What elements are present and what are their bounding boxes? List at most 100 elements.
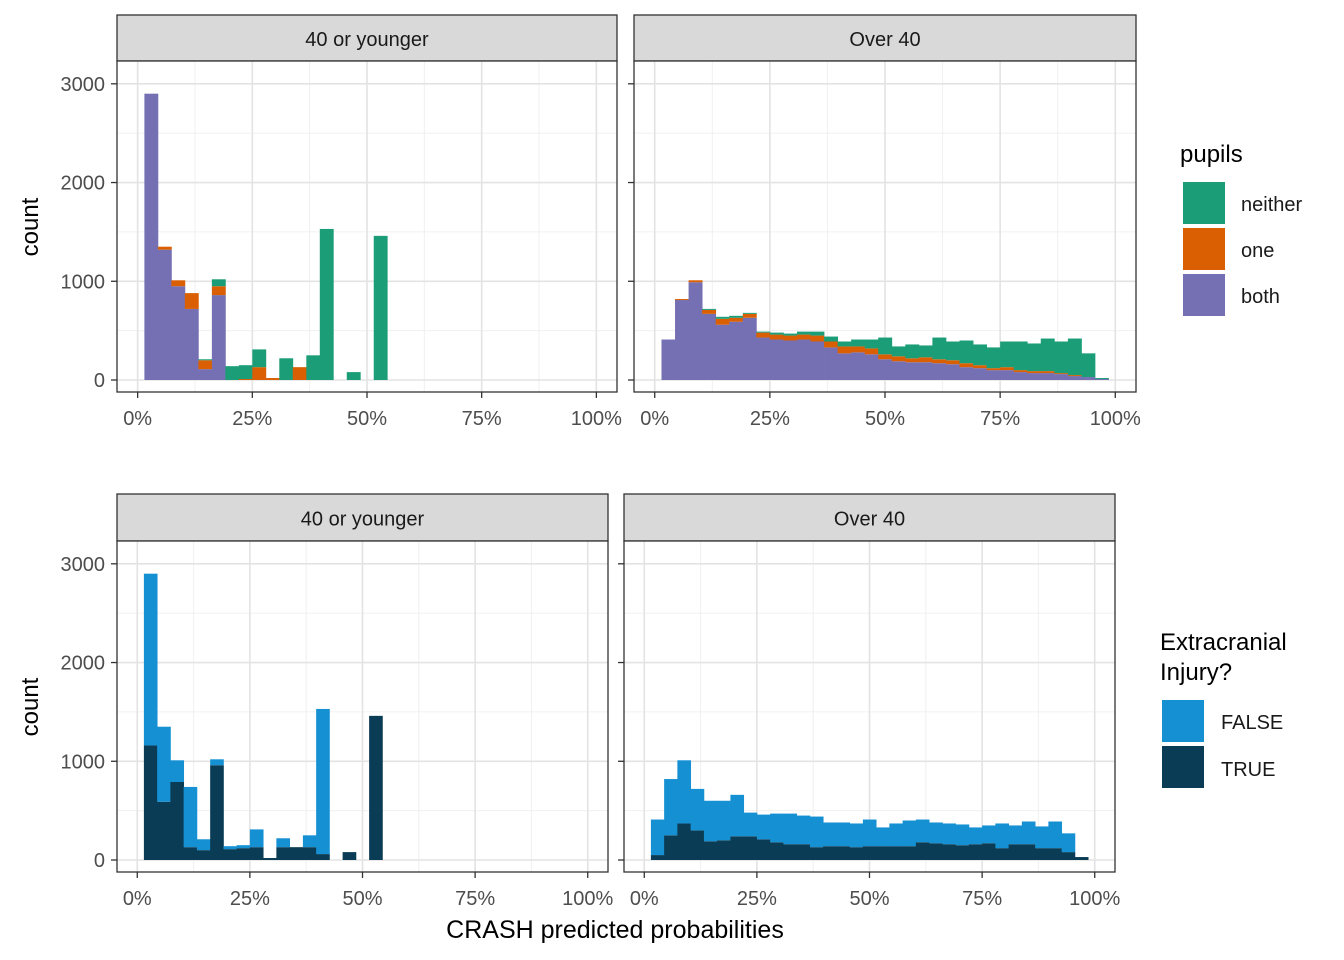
bar-false: [770, 813, 784, 843]
bar-true: [664, 835, 678, 860]
x-tick-label: 0%: [123, 888, 152, 910]
x-tick-label: 100%: [562, 888, 613, 910]
bar-neither: [1000, 341, 1015, 368]
bar-true: [143, 745, 158, 860]
bar-true: [982, 843, 996, 860]
x-tick-label: 75%: [962, 888, 1002, 910]
bar-neither: [796, 331, 811, 335]
panel-over40: Over 40 0% 25% 50% 75% 100%: [618, 493, 1121, 910]
bar-true: [783, 844, 798, 860]
bar-true: [170, 782, 185, 860]
x-tick-label: 50%: [849, 888, 889, 910]
bar-false: [915, 819, 930, 843]
bar-false: [968, 827, 983, 845]
bar-one: [959, 363, 974, 368]
bar-false: [1008, 825, 1023, 845]
bar-true: [955, 845, 970, 860]
bar-both: [688, 282, 703, 380]
bar-false: [143, 573, 158, 746]
bar-false: [664, 779, 678, 836]
y-tick-label: 2000: [61, 173, 106, 195]
bar-true: [915, 842, 930, 860]
bar-both: [157, 249, 172, 380]
pupils-histogram-row: 40 or younger 0% 25% 50% 75% 100% 0 1000 2000 300…: [61, 14, 1141, 430]
bar-one: [675, 299, 689, 301]
y-tick-label: 3000: [61, 554, 106, 576]
bar-false: [783, 813, 798, 845]
bar-neither: [1027, 343, 1042, 372]
bar-true: [743, 836, 758, 860]
bar-neither: [973, 344, 987, 366]
facet-strip-label: 40 or younger: [305, 29, 429, 51]
bar-neither: [346, 372, 361, 380]
y-tick-label: 0: [94, 850, 105, 872]
x-tick-label: 25%: [750, 408, 790, 430]
bar-false: [170, 760, 185, 783]
facet-strip: [623, 493, 1116, 542]
legend-extracranial-injury: Extracranial Injury? FALSE TRUE: [1160, 629, 1287, 788]
bar-both: [729, 321, 744, 380]
bar-one: [918, 357, 933, 363]
y-tick-label: 3000: [61, 74, 106, 96]
bar-neither: [211, 279, 226, 287]
bar-false: [196, 839, 211, 851]
bar-both: [661, 339, 676, 380]
bar-false: [982, 825, 996, 844]
x-tick-label: 100%: [571, 408, 622, 430]
bar-true: [183, 847, 198, 860]
bar-true: [995, 848, 1010, 860]
bar-one: [715, 318, 730, 325]
facet-strip-label: Over 40: [849, 29, 920, 51]
bar-true: [223, 849, 238, 860]
panel-young: 40 or younger 0% 25% 50% 75% 100% 0 1000 2000 300…: [61, 493, 614, 910]
bar-both: [783, 340, 798, 380]
x-axis-title: CRASH predicted probabilities: [446, 916, 784, 944]
bar-true: [1061, 852, 1076, 860]
bar-both: [824, 347, 839, 380]
bar-neither: [252, 349, 267, 368]
bar-false: [249, 829, 264, 848]
x-tick-label: 75%: [980, 408, 1020, 430]
bar-both: [756, 337, 771, 380]
bar-true: [276, 847, 291, 860]
bar-neither: [824, 336, 839, 342]
bar-false: [183, 786, 198, 848]
bar-true: [289, 847, 304, 860]
bar-false: [902, 820, 917, 847]
bar-false: [836, 822, 851, 847]
legend-title-pupils: pupils: [1180, 141, 1243, 168]
bar-true: [902, 846, 917, 860]
bar-one: [1013, 370, 1028, 373]
bar-both: [675, 300, 689, 380]
x-tick-label: 50%: [865, 408, 905, 430]
y-tick-label: 1000: [61, 271, 106, 293]
bar-false: [210, 759, 224, 766]
facet-strip: [116, 493, 609, 542]
bar-neither: [851, 339, 866, 347]
bar-both: [945, 364, 960, 380]
bar-true: [1035, 848, 1049, 860]
bar-neither: [742, 312, 757, 314]
panel-young: 40 or younger 0% 25% 50% 75% 100% 0 1000 2000 300…: [61, 14, 622, 430]
bar-false: [849, 823, 864, 848]
bar-true: [316, 854, 330, 860]
bar-both: [715, 324, 730, 380]
bar-neither: [1013, 341, 1028, 371]
bar-one: [729, 317, 744, 322]
bar-both: [932, 363, 947, 380]
bar-true: [1048, 848, 1063, 860]
bar-both: [878, 359, 893, 380]
bar-neither: [945, 341, 960, 361]
legend-key-neither: [1183, 182, 1225, 224]
bar-true: [968, 844, 983, 860]
bar-neither: [986, 347, 1001, 369]
bar-both: [198, 369, 213, 380]
bar-neither: [837, 341, 852, 347]
bar-one: [171, 280, 186, 287]
x-tick-label: 25%: [737, 888, 777, 910]
bar-one: [184, 293, 199, 309]
bar-neither: [1094, 378, 1109, 380]
bar-true: [836, 846, 851, 860]
bar-true: [249, 847, 264, 860]
bar-one: [986, 368, 1001, 371]
